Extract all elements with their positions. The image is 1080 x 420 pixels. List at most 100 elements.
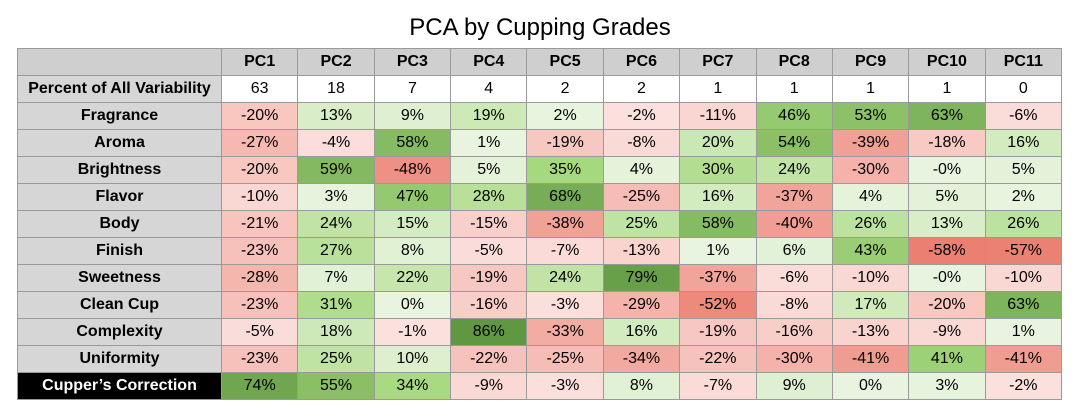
value-cell: 27% — [297, 237, 375, 265]
value-cell: -5% — [450, 237, 528, 265]
value-cell: 6% — [755, 237, 833, 265]
value-cell: -19% — [679, 318, 757, 346]
value-cell: 24% — [297, 210, 375, 238]
value-cell: 26% — [984, 210, 1063, 238]
value-cell: -4% — [297, 129, 375, 157]
column-header-pc7: PC7 — [679, 48, 757, 76]
value-cell: -8% — [602, 129, 681, 157]
value-cell: 8% — [373, 237, 452, 265]
value-cell: -23% — [220, 345, 299, 373]
value-cell: -23% — [220, 291, 299, 319]
value-cell: 3% — [908, 372, 986, 400]
value-cell: -28% — [220, 264, 299, 292]
data-row-finish: Finish -23% 27% 8% -5% -7% -13% 1% 6% 43% -58% -57% — [17, 237, 1063, 265]
value-cell: 53% — [831, 102, 910, 130]
column-header-pc6: PC6 — [602, 48, 681, 76]
value-cell: -19% — [450, 264, 528, 292]
value-cell: -30% — [755, 345, 833, 373]
data-row-brightness: Brightness -20% 59% -48% 5% 35% 4% 30% 24% -30% -0… — [17, 156, 1063, 184]
value-cell: 15% — [373, 210, 452, 238]
value-cell: -38% — [526, 210, 604, 238]
header-row: PC1 PC2 PC3 PC4 PC5 PC6 PC7 PC8 PC9 PC10 PC11 — [17, 48, 1063, 76]
value-cell: -10% — [831, 264, 910, 292]
row-label: Percent of All Variability — [17, 75, 222, 103]
value-cell: -41% — [831, 345, 910, 373]
data-row-flavor: Flavor -10% 3% 47% 28% 68% -25% 16% -37% 4% 5% 2% — [17, 183, 1063, 211]
value-cell: 5% — [984, 156, 1063, 184]
value-cell: 16% — [679, 183, 757, 211]
value-cell: -16% — [755, 318, 833, 346]
value-cell: -6% — [755, 264, 833, 292]
data-row-aroma: Aroma -27% -4% 58% 1% -19% -8% 20% 54% -39% -18% 16… — [17, 129, 1063, 157]
value-cell: 68% — [526, 183, 604, 211]
value-cell: 5% — [908, 183, 986, 211]
row-label: Fragrance — [17, 102, 222, 130]
variability-cell: 7 — [373, 75, 452, 103]
data-row-uniformity: Uniformity -23% 25% 10% -22% -25% -34% -22% -30%… — [17, 345, 1063, 373]
value-cell: 28% — [450, 183, 528, 211]
corner-cell — [17, 48, 222, 76]
value-cell: 16% — [984, 129, 1063, 157]
value-cell: -11% — [679, 102, 757, 130]
column-header-pc4: PC4 — [450, 48, 528, 76]
value-cell: 5% — [450, 156, 528, 184]
value-cell: 4% — [602, 156, 681, 184]
value-cell: 1% — [679, 237, 757, 265]
value-cell: -29% — [602, 291, 681, 319]
value-cell: 17% — [831, 291, 910, 319]
value-cell: -20% — [220, 156, 299, 184]
value-cell: -33% — [526, 318, 604, 346]
chart-title: PCA by Cupping Grades — [409, 14, 671, 41]
value-cell: -39% — [831, 129, 910, 157]
row-label: Flavor — [17, 183, 222, 211]
value-cell: 3% — [297, 183, 375, 211]
value-cell: -27% — [220, 129, 299, 157]
value-cell: -19% — [526, 129, 604, 157]
column-header-pc10: PC10 — [908, 48, 986, 76]
value-cell: -37% — [755, 183, 833, 211]
value-cell: 8% — [602, 372, 681, 400]
value-cell: 35% — [526, 156, 604, 184]
value-cell: -10% — [220, 183, 299, 211]
variability-cell: 18 — [297, 75, 375, 103]
data-row-body: Body -21% 24% 15% -15% -38% 25% 58% -40% 26% 13% 26… — [17, 210, 1063, 238]
data-row-clean-cup: Clean Cup -23% 31% 0% -16% -3% -29% -52% -8% 17% -… — [17, 291, 1063, 319]
value-cell: 58% — [679, 210, 757, 238]
value-cell: -25% — [602, 183, 681, 211]
value-cell: 22% — [373, 264, 452, 292]
value-cell: 1% — [450, 129, 528, 157]
pca-table: PC1 PC2 PC3 PC4 PC5 PC6 PC7 PC8 PC9 PC10 PC11 Perc… — [17, 48, 1063, 400]
value-cell: -0% — [908, 264, 986, 292]
value-cell: 7% — [297, 264, 375, 292]
row-label: Brightness — [17, 156, 222, 184]
value-cell: -48% — [373, 156, 452, 184]
value-cell: -18% — [908, 129, 986, 157]
variability-row: Percent of All Variability 63 18 7 4 2 2 1 1 1 1 0 — [17, 75, 1063, 103]
value-cell: -9% — [908, 318, 986, 346]
value-cell: 20% — [679, 129, 757, 157]
data-row-complexity: Complexity -5% 18% -1% 86% -33% 16% -19% -16% -13… — [17, 318, 1063, 346]
column-header-pc8: PC8 — [755, 48, 833, 76]
value-cell: -3% — [526, 291, 604, 319]
value-cell: 63% — [984, 291, 1063, 319]
column-header-pc5: PC5 — [526, 48, 604, 76]
value-cell: 41% — [908, 345, 986, 373]
variability-cell: 0 — [984, 75, 1063, 103]
data-row-cupper-s-correction: Cupper’s Correction 74% 55% 34% -9% -3% 8% -7% 9… — [17, 372, 1063, 400]
row-label: Aroma — [17, 129, 222, 157]
value-cell: 79% — [602, 264, 681, 292]
value-cell: 74% — [220, 372, 299, 400]
column-header-pc1: PC1 — [220, 48, 299, 76]
row-label: Body — [17, 210, 222, 238]
value-cell: -15% — [450, 210, 528, 238]
value-cell: 47% — [373, 183, 452, 211]
variability-cell: 63 — [220, 75, 299, 103]
variability-cell: 1 — [755, 75, 833, 103]
variability-cell: 4 — [450, 75, 528, 103]
column-header-pc2: PC2 — [297, 48, 375, 76]
value-cell: 34% — [373, 372, 452, 400]
value-cell: 13% — [297, 102, 375, 130]
value-cell: 86% — [450, 318, 528, 346]
value-cell: 25% — [297, 345, 375, 373]
variability-cell: 1 — [679, 75, 757, 103]
